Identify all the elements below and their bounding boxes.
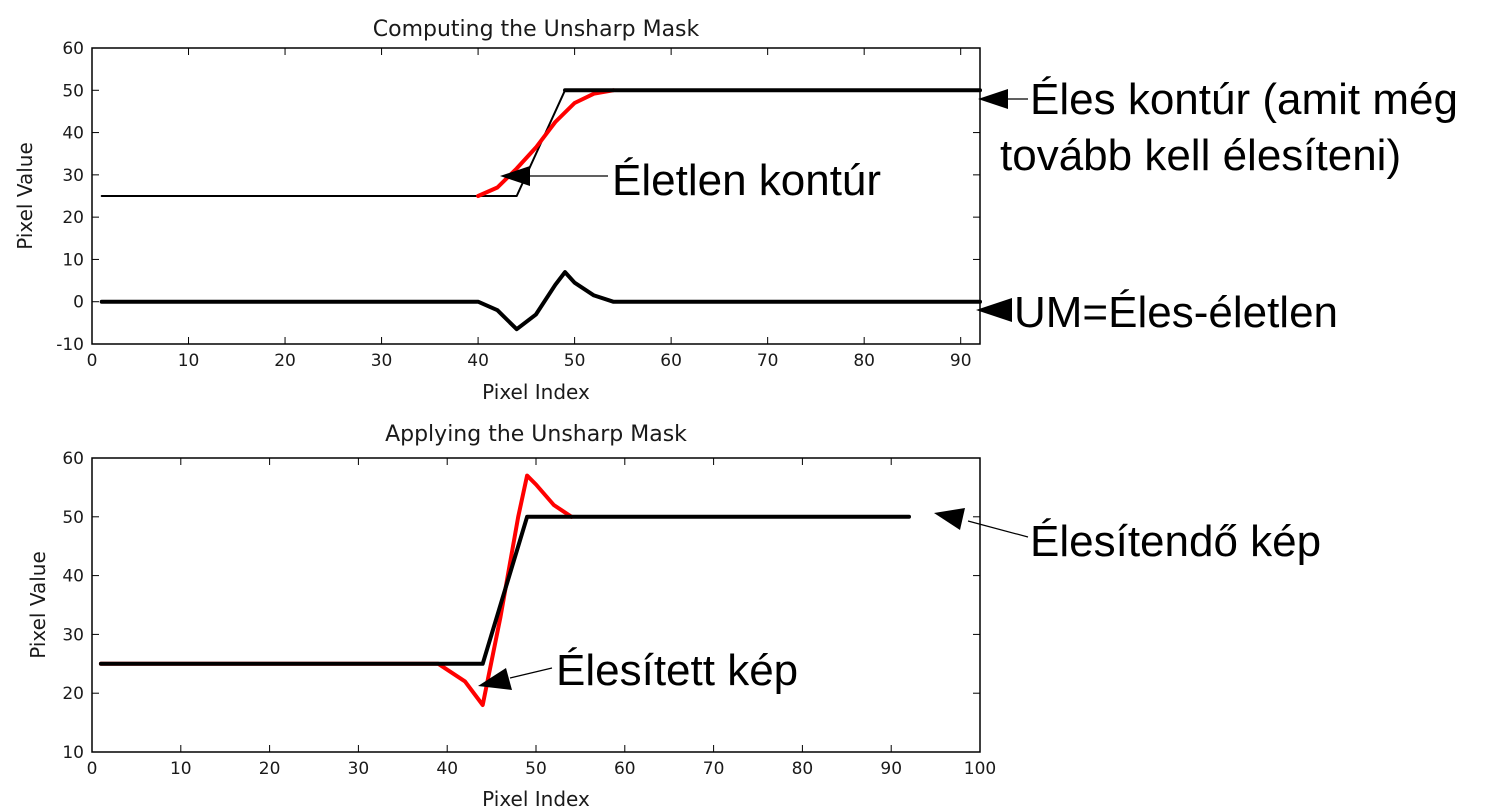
y-tick-label: 30	[62, 166, 84, 186]
annotation-leader-elesitett	[509, 667, 553, 679]
annotation-arrowhead-eletlen	[500, 166, 530, 186]
top-plot-xlabel: Pixel Index	[482, 380, 590, 404]
annotation-um-eles-eletlen: UM=Éles-életlen	[1014, 288, 1338, 337]
annotation-elesitett-kep: Élesített kép	[556, 646, 798, 695]
x-tick-label: 80	[853, 351, 875, 371]
x-tick-label: 60	[660, 351, 682, 371]
x-tick-label: 90	[880, 759, 902, 779]
x-tick-label: 30	[371, 351, 393, 371]
annotation-elesitendo-kep: Élesítendő kép	[1030, 517, 1321, 566]
x-tick-label: 50	[564, 351, 586, 371]
bottom-plot-ylabel: Pixel Value	[26, 551, 50, 659]
y-tick-label: 20	[62, 684, 84, 704]
annotations: Életlen kontúr Éles kontúr (amit még tov…	[478, 75, 1458, 695]
x-tick-label: 70	[757, 351, 779, 371]
top-plot-series	[99, 88, 982, 332]
x-tick-label: 30	[348, 759, 370, 779]
x-tick-label: 100	[964, 759, 996, 779]
y-tick-label: 10	[62, 743, 84, 763]
y-tick-label: 30	[62, 625, 84, 645]
x-tick-label: 90	[950, 351, 972, 371]
y-tick-label: 10	[62, 250, 84, 270]
bottom-plot-series	[98, 473, 911, 707]
annotation-eletlen-kontur: Életlen kontúr	[612, 156, 881, 205]
x-tick-label: 10	[170, 759, 192, 779]
y-tick-label: 50	[62, 508, 84, 528]
bottom-plot-xlabel: Pixel Index	[482, 787, 590, 811]
x-tick-label: 0	[87, 759, 98, 779]
y-tick-label: 50	[62, 81, 84, 101]
bottom-plot-title: Applying the Unsharp Mask	[385, 422, 687, 447]
annotation-arrowhead-um	[976, 298, 1012, 322]
annotation-eles-kontur-line2: tovább kell élesíteni)	[1000, 131, 1401, 180]
y-tick-label: 20	[62, 208, 84, 228]
y-tick-label: 40	[62, 124, 84, 144]
x-tick-label: 40	[467, 351, 489, 371]
series-line-1	[98, 514, 911, 666]
x-tick-label: 80	[792, 759, 814, 779]
bottom-plot-frame	[91, 457, 981, 753]
annotation-arrowhead-elesitett	[478, 668, 512, 690]
y-tick-label: 0	[73, 293, 84, 313]
x-tick-label: 0	[87, 351, 98, 371]
x-tick-label: 20	[259, 759, 281, 779]
x-tick-label: 60	[614, 759, 636, 779]
top-plot-title: Computing the Unsharp Mask	[373, 17, 700, 42]
x-tick-label: 50	[525, 759, 547, 779]
x-tick-label: 20	[274, 351, 296, 371]
y-tick-label: 40	[62, 567, 84, 587]
y-tick-label: 60	[62, 39, 84, 59]
top-plot-ylabel: Pixel Value	[13, 142, 37, 250]
y-tick-label: -10	[56, 335, 84, 355]
annotation-leader-elesitendo	[967, 520, 1029, 538]
series-line-1	[476, 88, 616, 198]
y-tick-label: 60	[62, 449, 84, 469]
x-tick-label: 10	[178, 351, 200, 371]
series-line-2	[99, 270, 982, 332]
series-line-0	[98, 473, 574, 707]
x-tick-label: 70	[703, 759, 725, 779]
annotation-arrowhead-eles	[978, 89, 1008, 109]
x-tick-label: 40	[436, 759, 458, 779]
annotation-arrowhead-elesitendo	[934, 508, 965, 530]
annotation-eles-kontur-line1: Éles kontúr (amit még	[1030, 75, 1458, 124]
